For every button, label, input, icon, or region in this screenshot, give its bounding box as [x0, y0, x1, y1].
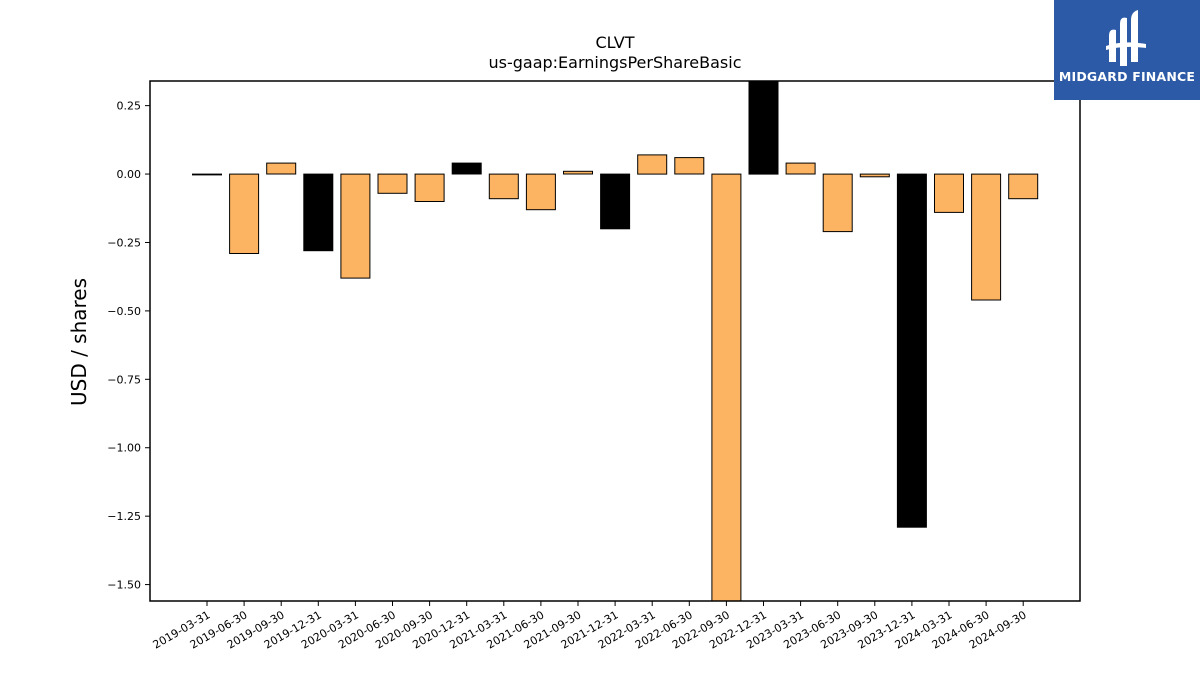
bar-2023-03-31 — [785, 162, 816, 175]
bar-2019-12-31 — [303, 173, 334, 252]
y-axis-label: USD / shares — [67, 278, 91, 406]
bar-2023-09-30 — [859, 173, 890, 178]
bar-2021-12-31 — [600, 173, 631, 230]
y-tick-label: −1.50 — [107, 579, 141, 592]
bar-2021-09-30 — [563, 170, 593, 175]
y-tick-label: −1.00 — [107, 442, 141, 455]
bar-2019-03-31 — [192, 173, 222, 176]
y-tick-label: −0.50 — [107, 305, 141, 318]
bar-2024-09-30 — [1008, 173, 1039, 200]
bar-2024-06-30 — [971, 173, 1002, 301]
y-tick-label: 0.00 — [117, 168, 142, 181]
logo-text: MIDGARD FINANCE — [1058, 69, 1196, 84]
bar-2022-03-31 — [637, 154, 668, 175]
y-ticks-group: 0.25 0.00 −0.25 −0.50 −0.75 −1.00 −1.25 −1.50 — [107, 100, 150, 592]
y-tick-label: 0.25 — [117, 100, 142, 113]
bar-2022-12-31 — [748, 80, 779, 175]
plot-frame — [149, 80, 1081, 602]
x-ticks-group: 2019-03-312019-06-302019-09-302019-12-31… — [151, 601, 1029, 652]
y-tick-label: −0.75 — [107, 373, 141, 386]
midgard-finance-logo: MIDGARD FINANCE — [1054, 0, 1200, 100]
bar-2020-12-31 — [451, 162, 482, 175]
bar-2020-03-31 — [340, 173, 371, 279]
bar-2019-09-30 — [266, 162, 297, 175]
y-tick-label: −1.25 — [107, 510, 141, 523]
bar-2020-06-30 — [377, 173, 408, 194]
bar-2023-06-30 — [822, 173, 853, 233]
bar-2023-12-31 — [896, 173, 927, 528]
chart-title: CLVT — [595, 33, 634, 52]
bar-2021-06-30 — [525, 173, 556, 211]
bar-2019-06-30 — [229, 173, 260, 255]
y-tick-label: −0.25 — [107, 236, 141, 249]
midgard-logo-icon — [1106, 10, 1146, 67]
bar-2020-09-30 — [414, 173, 445, 203]
chart-subtitle: us-gaap:EarningsPerShareBasic — [488, 53, 741, 72]
bars-group — [192, 80, 1039, 602]
bar-2022-06-30 — [674, 157, 705, 175]
bar-2022-09-30 — [711, 173, 742, 602]
bar-2024-03-31 — [934, 173, 964, 213]
bar-2021-03-31 — [488, 173, 519, 200]
